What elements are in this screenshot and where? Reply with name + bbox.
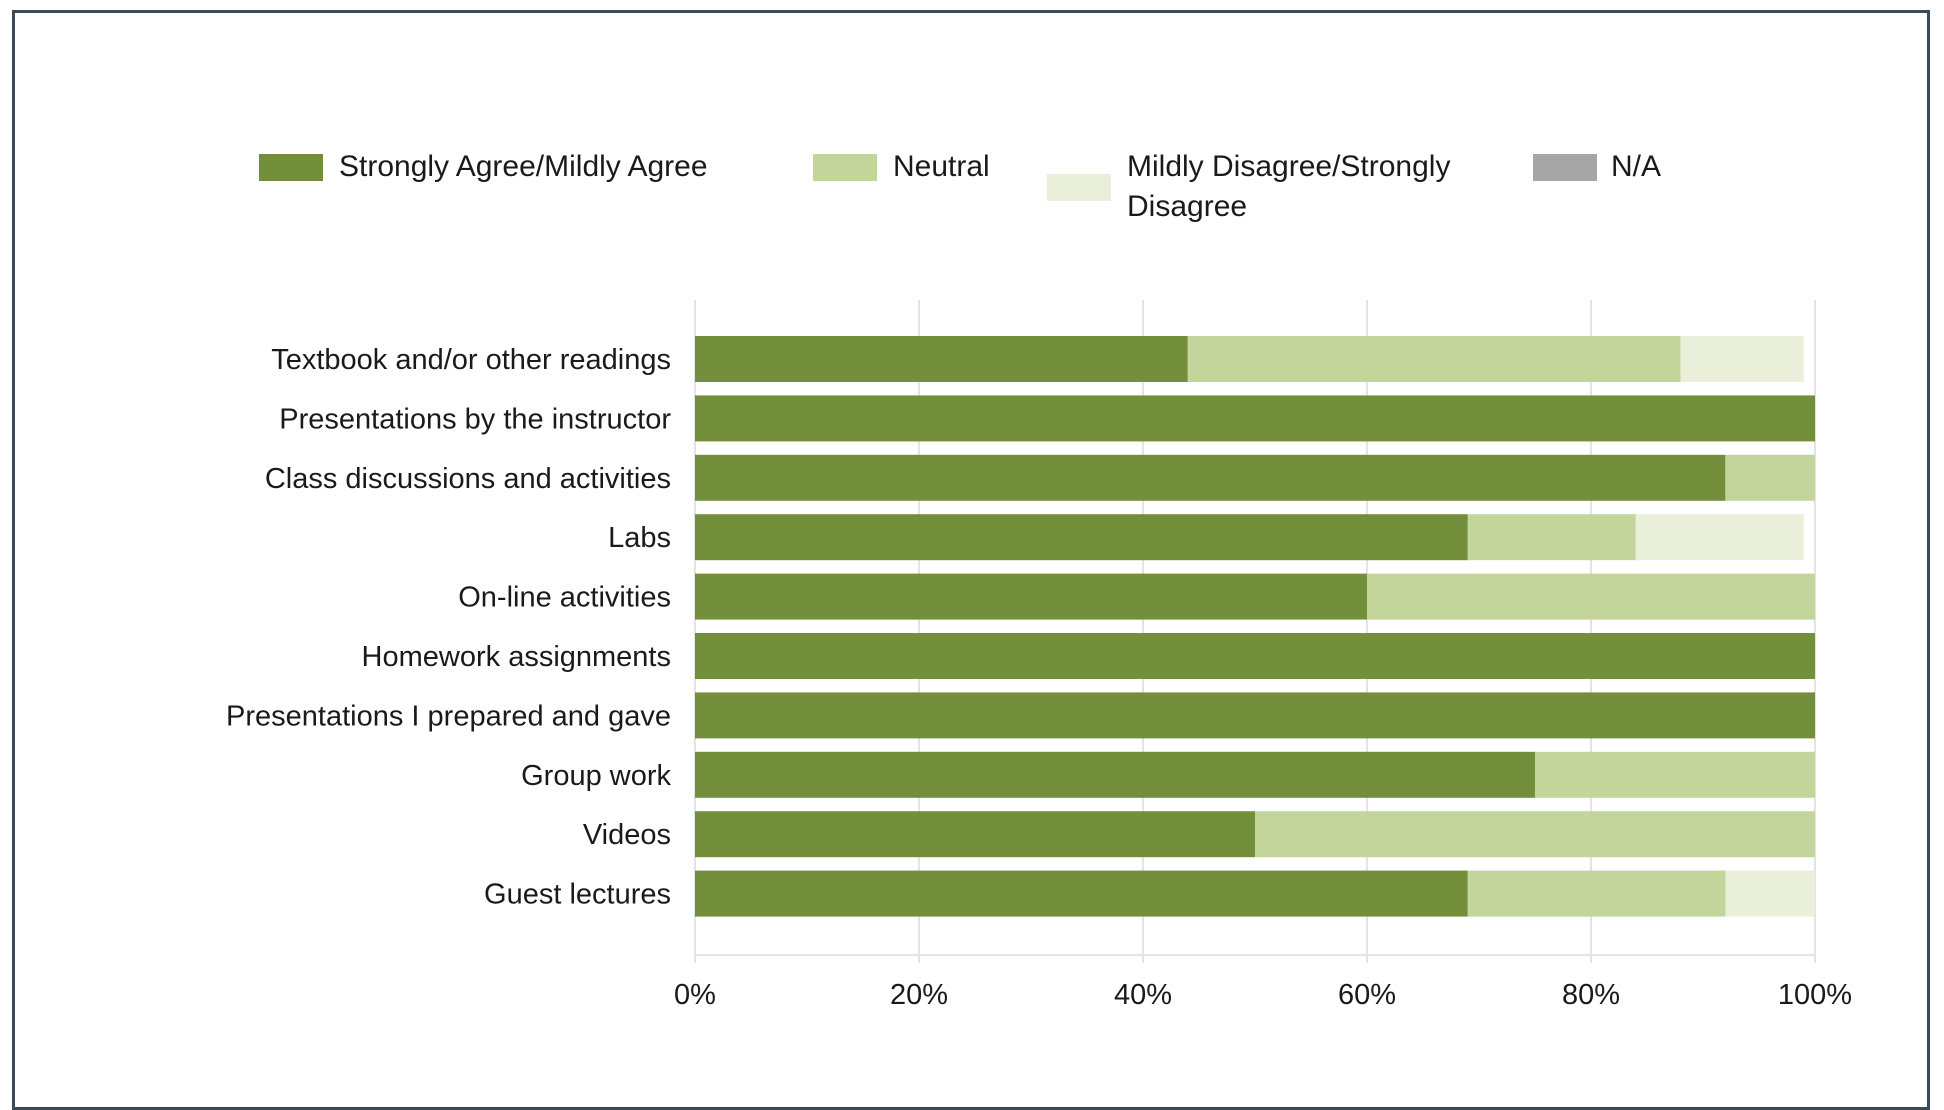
x-tick-label: 80% xyxy=(1562,979,1620,1011)
legend-label: N/A xyxy=(1611,150,1661,183)
bar-segment xyxy=(1680,336,1804,382)
legend-swatch xyxy=(1047,174,1111,201)
x-tick-labels: 0% 20% 40% 60% 80% 100% xyxy=(674,979,1852,1011)
bar-segment xyxy=(695,336,1188,382)
x-tick-label: 60% xyxy=(1338,979,1396,1011)
category-label: Textbook and/or other readings xyxy=(271,344,671,376)
bar-segment xyxy=(1255,811,1815,858)
bar-segment xyxy=(1725,870,1815,917)
category-label: Videos xyxy=(583,819,671,851)
bar-segment xyxy=(1367,573,1815,620)
bar-segment xyxy=(695,454,1726,501)
bar-segment xyxy=(695,811,1255,858)
bar-segment xyxy=(1187,336,1681,382)
legend-label: Mildly Disagree/Strongly Disagree xyxy=(1127,150,1450,223)
bars xyxy=(695,336,1815,917)
x-tick-label: 40% xyxy=(1114,979,1172,1011)
bar-segment xyxy=(1467,870,1726,917)
x-tick-label: 20% xyxy=(890,979,948,1011)
legend-label: Strongly Agree/Mildly Agree xyxy=(339,150,708,183)
legend: Strongly Agree/Mildly Agree Neutral Mildly… xyxy=(259,150,1661,223)
category-label: Class discussions and activities xyxy=(265,463,671,495)
bar-segment xyxy=(1635,514,1804,561)
category-label: Presentations by the instructor xyxy=(279,403,671,435)
bar-segment xyxy=(695,573,1367,620)
bar-segment xyxy=(695,870,1468,917)
x-tick-label: 0% xyxy=(674,979,716,1011)
category-label: Group work xyxy=(521,760,671,792)
category-label: Homework assignments xyxy=(362,641,671,673)
bar-segment xyxy=(1467,514,1636,561)
bar-segment xyxy=(695,633,1815,679)
legend-swatch xyxy=(813,154,877,181)
legend-swatch xyxy=(1533,154,1597,181)
bar-segment xyxy=(1535,751,1815,798)
category-labels: Textbook and/or other readings Presentati… xyxy=(226,344,671,911)
x-tick-label: 100% xyxy=(1778,979,1852,1011)
bar-segment xyxy=(1725,454,1815,501)
category-label: Presentations I prepared and gave xyxy=(226,700,671,732)
bar-segment xyxy=(695,751,1535,798)
category-label: Labs xyxy=(608,522,671,554)
legend-swatch xyxy=(259,154,323,181)
legend-label: Neutral xyxy=(893,150,990,183)
bar-segment xyxy=(695,692,1815,739)
bar-segment xyxy=(695,395,1815,442)
bar-segment xyxy=(695,514,1468,561)
category-label: Guest lectures xyxy=(484,879,671,911)
category-label: On-line activities xyxy=(458,582,671,614)
